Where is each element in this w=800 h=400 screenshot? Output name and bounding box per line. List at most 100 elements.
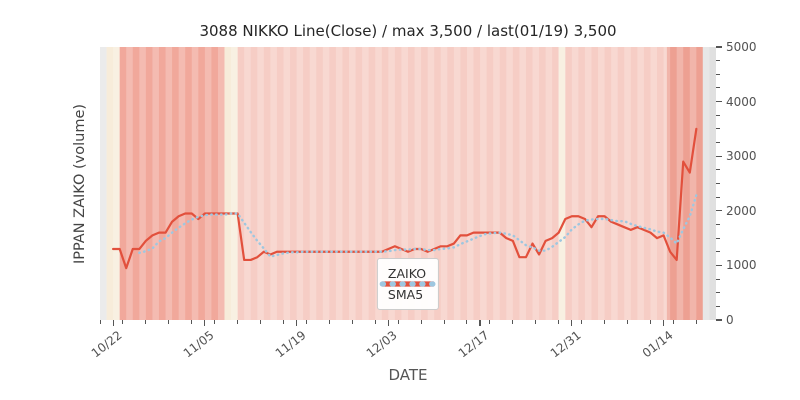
band-stripe: [231, 47, 238, 320]
y-major-tick: [716, 155, 722, 157]
chart-canvas: [100, 47, 716, 320]
y-tick-label: 2000: [726, 203, 757, 218]
y-minor-tick: [716, 142, 720, 144]
x-minor-tick: [191, 320, 193, 324]
x-minor-tick: [214, 320, 216, 324]
y-major-tick: [716, 264, 722, 266]
band-stripe: [453, 47, 461, 320]
x-minor-tick: [512, 320, 514, 324]
band-stripe: [440, 47, 448, 320]
background-band: [100, 47, 107, 320]
background-band: [558, 47, 566, 320]
y-minor-tick: [716, 60, 720, 62]
x-minor-tick: [581, 320, 583, 324]
x-minor-tick: [466, 320, 468, 324]
band-stripe: [493, 47, 500, 320]
band-stripe: [126, 47, 133, 320]
band-stripe: [663, 47, 667, 320]
y-minor-tick: [716, 114, 720, 116]
y-tick-label: 4000: [726, 94, 757, 109]
band-stripe: [466, 47, 474, 320]
x-minor-tick: [305, 320, 307, 324]
band-stripe: [270, 47, 277, 320]
x-minor-tick: [145, 320, 147, 324]
x-minor-tick: [260, 320, 262, 324]
y-minor-tick: [716, 237, 720, 239]
band-stripe: [637, 47, 644, 320]
x-minor-tick: [558, 320, 560, 324]
y-major-tick: [716, 46, 722, 48]
band-stripe: [624, 47, 631, 320]
x-minor-tick: [374, 320, 376, 324]
y-tick-label: 5000: [726, 40, 757, 54]
x-major-tick: [387, 320, 389, 326]
x-minor-tick: [168, 320, 170, 324]
x-minor-tick: [351, 320, 353, 324]
x-tick-label: 12/31: [547, 328, 584, 361]
y-minor-tick: [716, 223, 720, 225]
band-stripe: [571, 47, 579, 320]
y-minor-tick: [716, 169, 720, 171]
sma5-line-swatch: [379, 281, 437, 287]
band-stripe: [414, 47, 422, 320]
x-minor-tick: [397, 320, 399, 324]
x-minor-tick: [604, 320, 606, 324]
band-stripe: [322, 47, 330, 320]
legend: ZAIKO SMA5: [376, 258, 440, 310]
legend-label-sma5: SMA5: [387, 287, 424, 302]
y-minor-tick: [716, 87, 720, 89]
x-major-tick: [112, 320, 114, 326]
y-tick-label: 1000: [726, 258, 757, 273]
background-band: [119, 47, 225, 320]
y-tick-label: 3000: [726, 149, 757, 164]
x-minor-tick: [649, 320, 651, 324]
x-major-tick: [295, 320, 298, 326]
band-stripe: [598, 47, 605, 320]
band-stripe: [375, 47, 382, 320]
band-stripe: [362, 47, 369, 320]
y-minor-tick: [716, 278, 720, 280]
x-tick-label: 11/05: [180, 328, 217, 361]
y-minor-tick: [716, 251, 720, 253]
y-minor-tick: [716, 128, 720, 130]
band-stripe: [139, 47, 146, 320]
band-stripe: [558, 47, 566, 320]
band-stripe: [427, 47, 435, 320]
y-minor-tick: [716, 292, 720, 294]
band-stripe: [113, 47, 120, 320]
x-minor-tick: [99, 320, 101, 324]
band-stripe: [519, 47, 526, 320]
x-minor-tick: [535, 320, 537, 324]
band-stripe: [689, 47, 697, 320]
x-minor-tick: [489, 320, 491, 324]
band-stripe: [178, 47, 186, 320]
band-stripe: [480, 47, 487, 320]
band-stripe: [545, 47, 553, 320]
series-sma5-line: [138, 193, 698, 258]
x-minor-tick: [443, 320, 445, 324]
legend-label-zaiko: ZAIKO: [387, 266, 427, 281]
x-minor-tick: [695, 320, 697, 324]
band-stripe: [191, 47, 199, 320]
band-stripe: [204, 47, 212, 320]
x-major-tick: [662, 320, 665, 326]
x-minor-tick: [328, 320, 330, 324]
band-stripe: [283, 47, 291, 320]
x-minor-tick: [672, 320, 674, 324]
y-major-tick: [716, 101, 722, 103]
y-tick-label: 0: [726, 313, 734, 327]
band-stripe: [650, 47, 658, 320]
y-minor-tick: [716, 196, 720, 198]
band-stripe: [309, 47, 317, 320]
band-stripe: [152, 47, 159, 320]
x-tick-label: 12/17: [455, 328, 492, 361]
band-stripe: [244, 47, 251, 320]
x-minor-tick: [420, 320, 422, 324]
band-stripe: [532, 47, 540, 320]
band-stripe: [165, 47, 173, 320]
y-axis-label: IPPAN ZAIKO (volume): [72, 103, 88, 265]
plot-area: ZAIKO SMA5: [100, 47, 716, 320]
x-minor-tick: [122, 320, 124, 324]
band-stripe: [296, 47, 304, 320]
